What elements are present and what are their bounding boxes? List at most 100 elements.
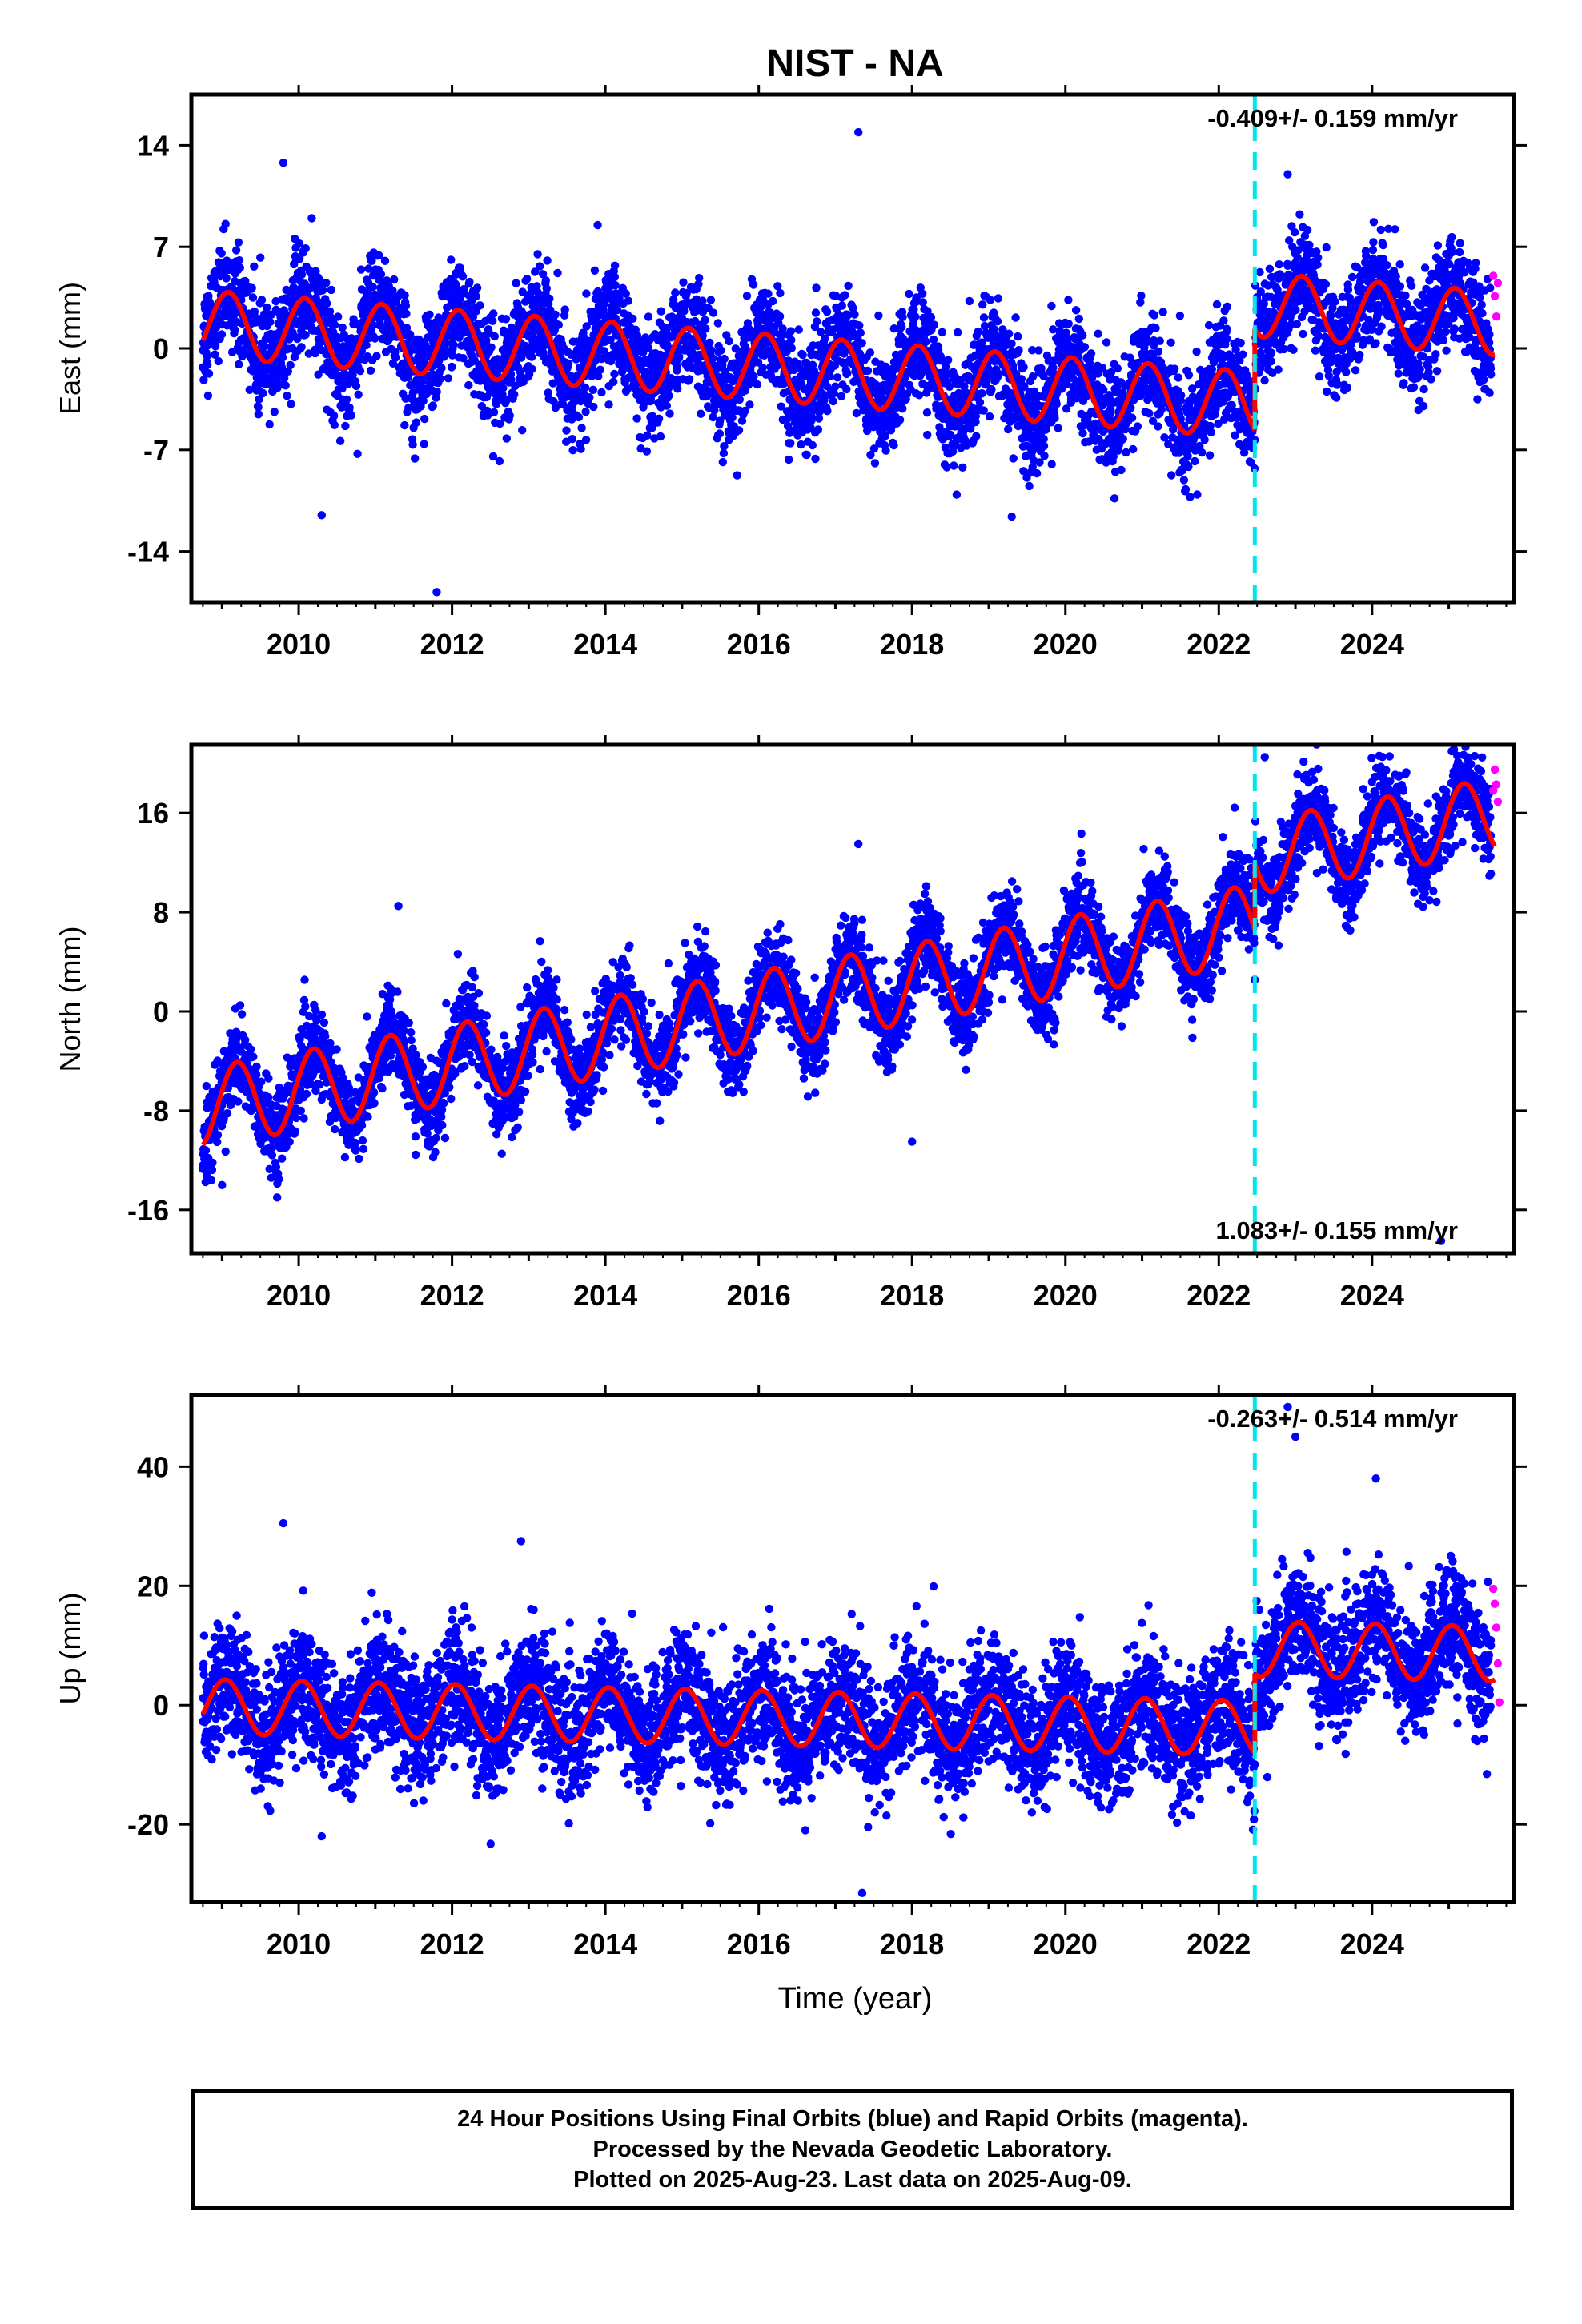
east-final-point (673, 361, 681, 371)
east-final-point (204, 369, 214, 378)
east-final-point (753, 380, 761, 389)
east-final-point (1074, 314, 1084, 324)
east-final-point (613, 305, 622, 315)
east-final-point (263, 303, 271, 312)
east-final-point (562, 426, 571, 435)
east-final-point (610, 261, 620, 270)
east-final-point (1154, 347, 1163, 356)
east-final-point (590, 266, 600, 275)
east-final-point (979, 313, 989, 322)
east-final-point (402, 309, 411, 318)
east-final-point (301, 244, 310, 253)
east-final-point (355, 367, 365, 376)
east-final-point (366, 366, 375, 375)
east-final-point (1133, 422, 1142, 431)
east-final-point (808, 440, 817, 450)
east-final-point (1011, 313, 1020, 322)
east-final-point (412, 418, 421, 427)
east-final-point (1207, 428, 1215, 436)
east-final-point (1265, 264, 1275, 273)
east-final-point (1267, 356, 1275, 366)
east-final-point (1155, 336, 1164, 345)
east-final-point (372, 352, 381, 360)
east-final-point (1167, 471, 1176, 480)
east-final-point (1200, 435, 1209, 444)
east-final-point (709, 354, 717, 363)
east-final-point (897, 322, 906, 332)
east-final-point (865, 348, 875, 357)
east-final-point (1239, 350, 1247, 359)
east-final-point (235, 256, 244, 265)
east-final-point (401, 301, 411, 310)
east-final-point (400, 291, 409, 300)
east-final-point (718, 457, 727, 467)
east-final-point (915, 391, 924, 400)
east-final-point (701, 316, 709, 324)
east-final-point (356, 265, 366, 274)
east-final-point (551, 310, 560, 319)
east-final-point (823, 407, 832, 416)
east-final-point (1014, 346, 1023, 355)
east-final-point (1037, 364, 1046, 373)
east-final-point (437, 364, 446, 372)
east-final-point (938, 328, 947, 336)
east-final-point (606, 336, 615, 344)
east-final-point (654, 414, 664, 423)
east-final-point (259, 342, 269, 351)
east-final-point (950, 461, 958, 470)
east-final-point (278, 353, 287, 362)
east-final-point (785, 455, 793, 464)
east-final-point (235, 263, 244, 272)
east-final-point (986, 296, 995, 304)
east-final-point (881, 446, 890, 455)
east-final-point (214, 356, 223, 366)
east-final-point (250, 307, 259, 316)
east-final-point (742, 292, 752, 300)
east-final-point (411, 454, 420, 463)
east-final-point (1186, 493, 1195, 501)
east-final-point (1158, 308, 1167, 316)
east-final-point (786, 439, 795, 448)
east-final-point (342, 395, 351, 404)
east-final-point (335, 436, 345, 445)
east-final-point (668, 312, 677, 321)
east-final-point (735, 395, 744, 404)
east-final-point (745, 400, 754, 409)
east-final-point (330, 412, 339, 420)
east-final-point (254, 410, 263, 419)
east-final-point (549, 397, 558, 406)
east-final-point (1080, 343, 1090, 352)
east-final-point (930, 320, 939, 329)
east-final-point (1094, 329, 1102, 338)
east-final-point (1005, 329, 1014, 338)
east-final-point (266, 317, 275, 327)
east-final-point (464, 380, 473, 390)
east-final-point (1290, 227, 1299, 237)
east-final-point (812, 283, 821, 292)
east-final-point (605, 288, 614, 298)
east-final-point (265, 420, 274, 429)
east-final-point (1064, 296, 1073, 304)
east-final-point (1032, 468, 1042, 478)
east-final-point (235, 360, 243, 369)
east-final-point (314, 370, 323, 379)
east-final-point (545, 294, 554, 304)
east-final-point (349, 315, 358, 324)
east-final-point (898, 312, 907, 321)
east-final-point (609, 377, 618, 386)
east-final-point (644, 344, 652, 352)
east-final-point (538, 296, 547, 305)
east-final-point (1078, 331, 1087, 340)
east-final-point (211, 342, 220, 351)
east-final-point (1322, 243, 1331, 252)
east-final-point (354, 390, 363, 399)
east-final-point (581, 436, 591, 444)
east-final-point (926, 312, 936, 322)
east-final-point (371, 334, 379, 343)
east-final-point (256, 253, 265, 262)
east-final-point (441, 339, 450, 348)
east-final-point (811, 454, 820, 464)
east-final-point (553, 268, 562, 278)
east-final-point (1071, 306, 1081, 315)
east-final-point (798, 351, 807, 360)
